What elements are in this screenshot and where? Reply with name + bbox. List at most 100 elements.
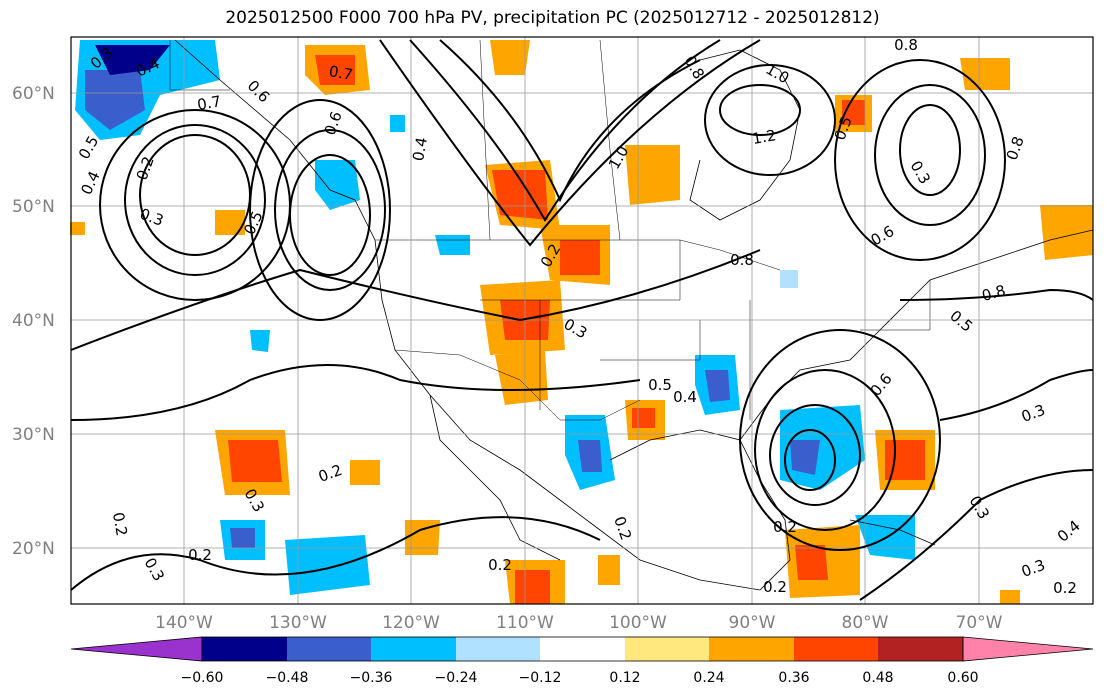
border [599,39,621,241]
lon-label: 140°W [155,613,213,633]
contour-line [124,124,266,276]
contour-label: 0.4 [409,136,431,163]
lon-axis: 140°W 130°W 120°W 110°W 100°W 90°W 80°W … [155,613,1003,633]
colorbar-segment [202,637,287,661]
shade-negative [705,370,730,402]
contour-line [899,104,961,196]
coastline [429,394,561,561]
colorbar-tick-label: 0.60 [947,670,978,686]
shade-positive [315,55,355,85]
colorbar-segment [794,637,878,661]
colorbar-ticks: −0.60 −0.48 −0.36 −0.24 −0.12 0.12 0.24 … [181,670,979,686]
colorbar-tick-label: 0.36 [778,670,809,686]
shade-positive [405,520,440,555]
border [169,40,230,91]
contour-line [379,39,761,247]
contour-label: 0.2 [773,518,797,536]
contour-label: 0.4 [673,388,697,406]
contour-label: 0.5 [648,376,672,394]
colorbar-segment [371,637,456,661]
contour-line [859,469,1094,601]
colorbar-tick-label: −0.48 [266,670,309,686]
shade-negative [285,535,370,595]
lon-label: 120°W [382,613,440,633]
contour-line [939,369,1094,421]
colorbar [70,636,1094,662]
contour-line [769,404,861,506]
shade-negative [95,45,170,75]
borders [169,39,931,421]
colorbar-extend-low [70,636,203,662]
coastline [849,519,936,546]
lon-label: 90°W [729,613,776,633]
colorbar-tick-label: 0.12 [609,670,640,686]
shade-negative [790,440,820,475]
lat-label: 60°N [12,84,55,104]
colorbar-tick-label: −0.24 [435,670,478,686]
colorbar-segment [709,637,794,661]
colorbar-segment [287,637,371,661]
shade-negative [390,115,405,132]
colorbar-extend-high [962,636,1094,662]
shade-positive [70,222,85,235]
contour-line [739,329,941,551]
coastlines [174,39,1094,591]
shade-positive [228,440,282,482]
lon-label: 70°W [956,613,1003,633]
shade-positive [495,350,548,405]
contour-line [409,39,721,222]
contour-label: 0.2 [109,511,131,538]
colorbar-tick-label: −0.36 [350,670,393,686]
colorbar-segment [456,637,540,661]
lat-axis: 60°N 50°N 40°N 30°N 20°N [12,84,55,559]
contour-line [899,288,1094,301]
shade-negative [85,70,145,130]
colorbar-tick-label: −0.12 [519,670,562,686]
gridlines [71,37,1093,604]
map-frame [70,36,1094,605]
contour-line [754,369,896,531]
colorbar-segment [878,637,963,661]
colorbar-segment [625,637,709,661]
shade-negative [435,235,470,255]
contour-label: 0.2 [188,546,212,564]
shade-positive [492,170,548,220]
lat-label: 30°N [12,425,55,445]
border [860,280,931,331]
contour-line [834,59,1006,261]
border [375,239,781,271]
contour-label: 0.7 [196,92,223,114]
lon-label: 80°W [842,613,889,633]
shade-negative [578,440,602,472]
contour-label: 0.2 [488,556,512,574]
colorbar-tick-label: 0.48 [862,670,893,686]
shade-positive [350,460,380,485]
contour-line [874,84,986,226]
border [480,240,681,301]
map-title: 2025012500 F000 700 hPa PV, precipitatio… [225,8,880,28]
contour-label: 1.2 [751,126,778,148]
contour-line [719,84,801,136]
colorbar-tick-label: −0.60 [181,670,224,686]
shade-positive [625,145,680,205]
lon-label: 130°W [269,613,327,633]
contour-label: 0.2 [763,578,787,596]
colorbar-segment [540,637,625,661]
shade-negative [250,330,270,352]
contour-label: 0.8 [730,251,754,269]
lat-label: 50°N [12,197,55,217]
contour-line [704,64,836,176]
coastline [174,39,761,591]
contour-label: 0.7 [328,62,355,84]
contour-label: 0.8 [894,36,918,54]
contour-line [249,99,391,321]
shade-negative [230,528,255,548]
shade-positive [598,555,620,585]
shade-positive [490,40,530,75]
contour-line [70,249,761,351]
shade-positive [560,240,600,275]
lon-label: 110°W [496,613,554,633]
border [600,320,701,361]
shade-positive [960,58,1010,90]
